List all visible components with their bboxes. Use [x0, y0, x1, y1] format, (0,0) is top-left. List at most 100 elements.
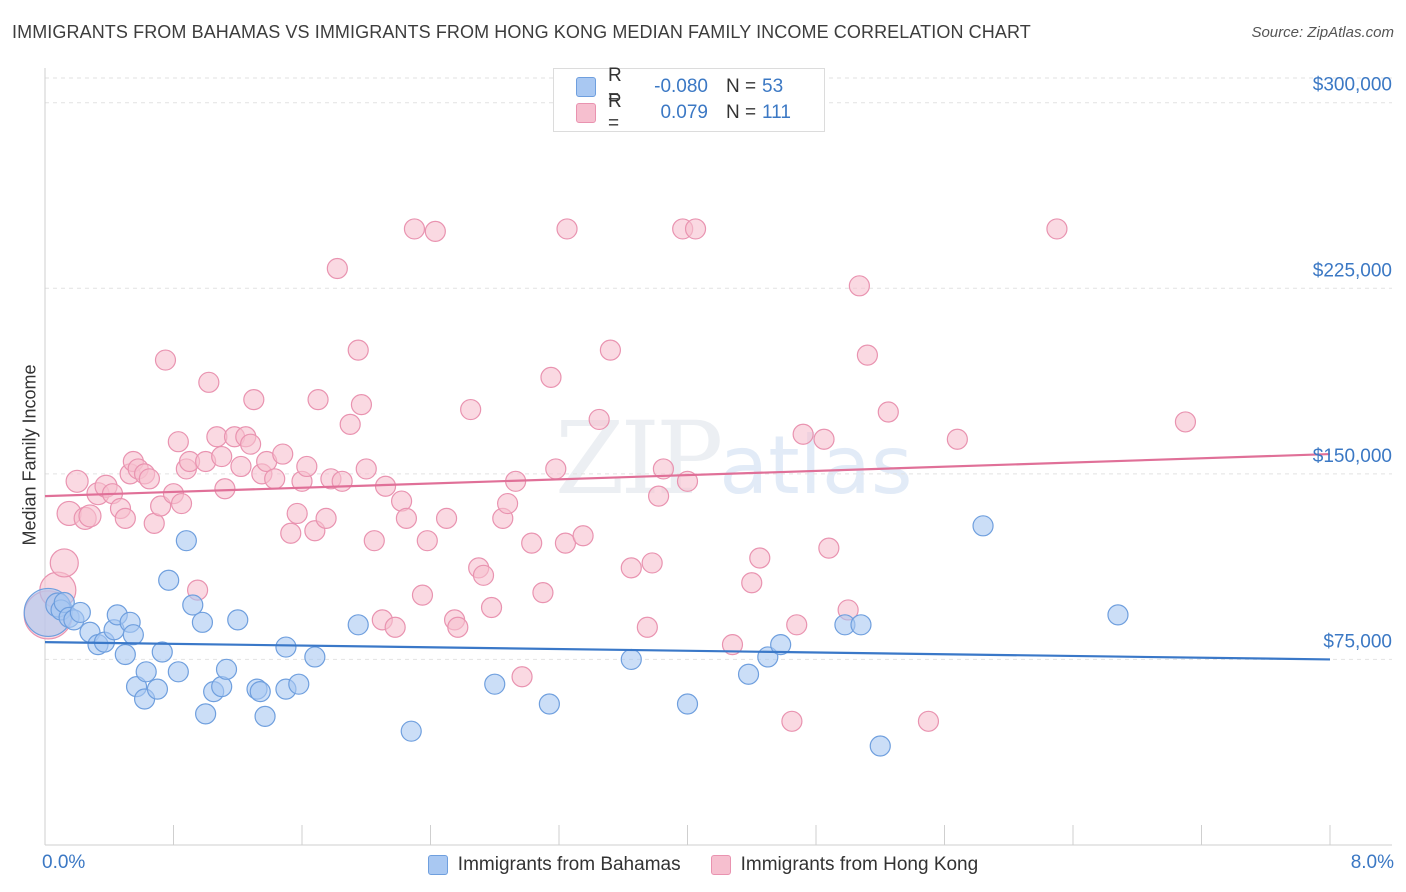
y-tick-label: $300,000: [1313, 75, 1392, 96]
hongkong-point: [403, 218, 426, 240]
x-tick-max: 8.0%: [1350, 852, 1394, 873]
legend-item-bahamas: Immigrants from Bahamas: [427, 854, 681, 876]
hongkong-point: [331, 470, 353, 492]
hongkong-point: [230, 455, 252, 478]
y-tick-label: $225,000: [1313, 260, 1392, 281]
bahamas-swatch: [576, 77, 596, 97]
n-label: N =: [726, 102, 757, 123]
hongkong-point: [647, 485, 670, 507]
bahamas-point: [215, 658, 238, 680]
hongkong-point: [786, 614, 808, 636]
bahamas-point: [737, 663, 760, 685]
legend-item-hongkong: Immigrants from Hong Kong: [710, 854, 978, 876]
hongkong-point: [497, 492, 519, 515]
hongkong-point: [198, 371, 220, 393]
bahamas-point: [347, 614, 369, 636]
bahamas-point: [275, 636, 297, 658]
y-tick-label: $150,000: [1313, 446, 1392, 467]
hongkong-point: [641, 552, 663, 574]
bahamas-point: [146, 678, 169, 700]
hongkong-point: [416, 530, 438, 552]
x-tick-min: 0.0%: [42, 852, 86, 873]
hongkong-point: [435, 507, 458, 530]
hongkong-point: [214, 478, 236, 500]
y-tick-label: $75,000: [1323, 631, 1392, 652]
n-value: 111: [762, 102, 791, 123]
series-legend: Immigrants from Bahamas Immigrants from …: [0, 852, 1406, 878]
bahamas-point: [770, 633, 792, 656]
hongkong-point: [447, 616, 469, 638]
hongkong-point: [460, 398, 482, 421]
hongkong-point: [411, 584, 434, 606]
hongkong-point: [532, 582, 554, 604]
hongkong-point: [521, 532, 543, 554]
bahamas-swatch: [427, 855, 448, 875]
hongkong-point: [556, 218, 578, 240]
bahamas-point: [869, 735, 891, 757]
hongkong-point: [154, 349, 177, 371]
hongkong-point: [206, 426, 228, 448]
hongkong-point: [65, 469, 89, 493]
r-value: -0.080: [654, 76, 708, 97]
hongkong-swatch: [576, 103, 596, 123]
hongkong-point: [599, 339, 622, 361]
bahamas-point: [114, 643, 136, 666]
hongkong-point: [818, 537, 840, 559]
source-credit: Source: ZipAtlas.com: [1251, 24, 1394, 41]
bahamas-point: [158, 569, 180, 591]
bahamas-point: [850, 614, 872, 636]
bahamas-point: [175, 530, 197, 552]
chart-title: IMMIGRANTS FROM BAHAMAS VS IMMIGRANTS FR…: [12, 22, 1031, 42]
bahamas-point: [122, 624, 144, 646]
correlation-legend: R = -0.080 N = 53 R = 0.079 N = 111: [553, 65, 825, 134]
hongkong-point: [384, 616, 406, 638]
r-label: R =: [608, 65, 622, 108]
hongkong-point: [848, 275, 870, 297]
r-value: 0.079: [660, 102, 708, 123]
legend-label-bahamas: Immigrants from Bahamas: [457, 854, 681, 875]
watermark-zip: ZIP: [555, 400, 723, 517]
hongkong-point: [78, 504, 102, 528]
hongkong-point: [652, 458, 675, 480]
hongkong-point: [572, 525, 594, 547]
hongkong-point: [138, 468, 161, 490]
hongkong-point: [326, 257, 348, 280]
hongkong-point: [554, 532, 577, 554]
bahamas-point: [400, 720, 422, 742]
hongkong-point: [363, 530, 385, 552]
hongkong-point: [240, 433, 262, 455]
y-tick-labels: $75,000 $150,000 $225,000 $300,000: [1313, 75, 1392, 653]
hongkong-point: [424, 220, 446, 242]
hongkong-point: [856, 344, 879, 366]
bahamas-point: [288, 673, 310, 695]
hongkong-point: [781, 710, 803, 732]
hongkong-point: [280, 522, 302, 544]
hongkong-point: [946, 428, 968, 450]
hongkong-point: [150, 495, 172, 517]
hongkong-point: [472, 564, 495, 586]
hongkong-point: [350, 393, 373, 416]
bahamas-point: [304, 646, 326, 668]
hongkong-point: [636, 616, 658, 638]
hongkong-point: [540, 366, 562, 388]
y-axis-title: Median Family Income: [19, 364, 40, 546]
hongkong-point: [395, 507, 418, 530]
hongkong-point: [620, 557, 642, 579]
bahamas-point: [151, 641, 173, 663]
hongkong-point: [170, 492, 193, 515]
axes: [44, 68, 1392, 846]
hongkong-point: [1046, 218, 1068, 240]
hongkong-swatch: [710, 855, 731, 875]
hongkong-point: [339, 413, 361, 435]
n-value: 53: [762, 76, 784, 97]
hongkong-point: [877, 401, 899, 423]
bahamas-point: [972, 515, 994, 537]
legend-row-bahamas: R = -0.080 N = 53: [576, 65, 784, 108]
hongkong-point: [917, 710, 940, 732]
hongkong-point: [272, 443, 294, 465]
watermark: ZIPatlas: [555, 400, 913, 517]
hongkong-point: [49, 548, 79, 578]
hongkong-point: [545, 458, 567, 480]
hongkong-point: [243, 389, 265, 411]
